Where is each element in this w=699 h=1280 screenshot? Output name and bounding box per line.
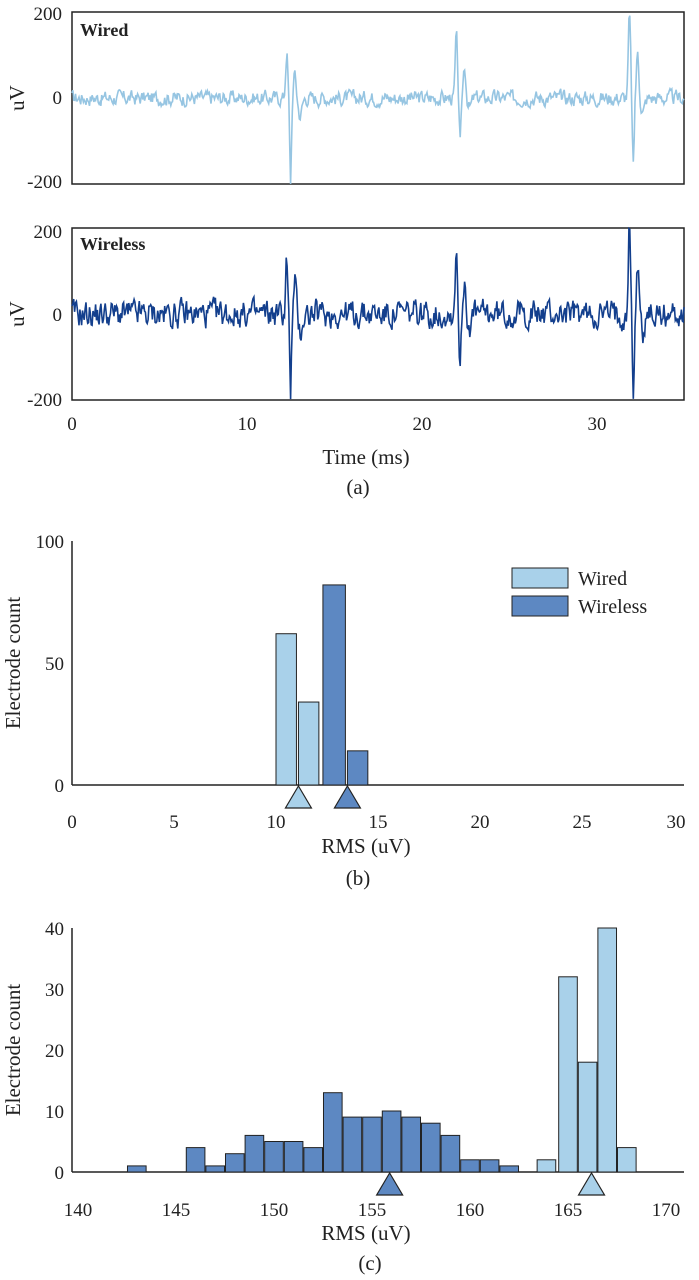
ytick-label: 0 — [53, 305, 63, 326]
bar-wireless — [362, 1116, 382, 1173]
bar-wired — [275, 633, 297, 786]
y-axis-label-b: Electrode count — [1, 597, 25, 730]
legend-swatch-wireless — [511, 595, 569, 617]
xtick-label: 160 — [456, 1200, 485, 1221]
bar-wireless — [205, 1165, 226, 1173]
xtick-label: 30 — [667, 812, 686, 833]
xtick-label: 145 — [162, 1200, 191, 1221]
ytick-label: -200 — [27, 390, 62, 411]
caption-c: (c) — [358, 1251, 381, 1275]
axes-box-wired — [71, 11, 685, 185]
xtick-label: 30 — [588, 414, 607, 435]
bar-wireless — [322, 1092, 343, 1173]
legend-b: Wired Wireless — [511, 567, 647, 618]
panel-a-wired: Wired 200 0 -200 uV — [5, 4, 685, 193]
bar-wireless — [342, 1116, 363, 1173]
xtick-label: 20 — [471, 812, 490, 833]
ytick-label: 100 — [36, 532, 65, 553]
bar-wireless — [283, 1141, 304, 1173]
ytick-label: 20 — [45, 1041, 64, 1062]
xticks-b: 0 5 10 15 20 25 30 — [67, 812, 685, 833]
y-axis-label-c: Electrode count — [1, 984, 25, 1117]
ytick-label: -200 — [27, 172, 62, 193]
y-axis-label-wireless: uV — [5, 301, 29, 327]
bars-b — [275, 584, 369, 809]
bar-wired — [297, 701, 320, 786]
bar-wired — [536, 1159, 557, 1173]
panel-b: 0 5 10 15 20 25 30 100 50 0 Electrode co… — [1, 532, 686, 890]
median-marker-wired — [577, 1171, 606, 1196]
trace-wired — [71, 15, 685, 185]
ytick-label: 0 — [55, 1163, 65, 1184]
legend-swatch-wired — [511, 567, 569, 589]
ytick-label: 0 — [53, 88, 63, 109]
ytick-label: 10 — [45, 1102, 64, 1123]
x-axis-label-time: Time (ms) — [322, 445, 409, 469]
bar-wireless — [224, 1153, 245, 1173]
xtick-label: 15 — [369, 812, 388, 833]
bar-wireless — [264, 1141, 284, 1173]
legend-label-wired: Wired — [578, 568, 627, 590]
panel-a-wireless: Wireless 200 0 -200 uV 0 10 20 30 Time (… — [5, 222, 685, 499]
bar-wireless — [381, 1110, 402, 1173]
bars-c — [126, 927, 637, 1196]
xtick-label: 150 — [260, 1200, 289, 1221]
xtick-label: 165 — [554, 1200, 583, 1221]
bar-wireless — [346, 750, 369, 786]
xtick-label: 140 — [64, 1200, 93, 1221]
x-axis-label-b: RMS (uV) — [321, 834, 410, 858]
y-axis-label-wired: uV — [5, 85, 29, 111]
panel-c: 140 145 150 155 160 165 170 40 30 20 10 … — [1, 919, 684, 1275]
xtick-label: 10 — [267, 812, 286, 833]
xtick-label: 10 — [238, 414, 257, 435]
legend-label-wireless: Wireless — [578, 596, 647, 618]
median-marker-wired — [284, 784, 313, 809]
ytick-label: 0 — [55, 776, 65, 797]
xtick-label: 20 — [413, 414, 432, 435]
panel-title-wired: Wired — [80, 20, 128, 40]
x-axis-label-c: RMS (uV) — [321, 1221, 410, 1245]
bar-wired — [577, 1061, 598, 1173]
panel-title-wireless: Wireless — [80, 234, 145, 254]
median-marker-wireless — [375, 1171, 404, 1196]
median-marker-wireless — [333, 784, 362, 809]
ytick-label: 40 — [45, 919, 64, 940]
bar-wireless — [322, 584, 346, 786]
bar-wireless — [479, 1159, 500, 1173]
bar-wireless — [244, 1134, 265, 1173]
ytick-label: 200 — [34, 222, 63, 243]
bar-wireless — [460, 1159, 480, 1173]
bar-wireless — [126, 1165, 147, 1173]
ytick-label: 50 — [45, 654, 64, 675]
ytick-label: 30 — [45, 980, 64, 1001]
ytick-label: 200 — [34, 4, 63, 25]
xtick-label: 170 — [652, 1200, 681, 1221]
bar-wireless — [420, 1122, 441, 1173]
bar-wireless — [440, 1134, 461, 1173]
trace-wireless — [71, 226, 685, 400]
bar-wireless — [303, 1147, 324, 1173]
bar-wired — [597, 927, 618, 1173]
bar-wireless — [499, 1165, 520, 1173]
caption-a: (a) — [346, 475, 369, 499]
xtick-label: 5 — [169, 812, 179, 833]
bar-wireless — [185, 1147, 206, 1173]
bar-wired — [558, 976, 578, 1173]
bar-wired — [616, 1147, 637, 1173]
bar-wireless — [401, 1116, 422, 1173]
xtick-label: 155 — [358, 1200, 387, 1221]
caption-b: (b) — [346, 866, 371, 890]
xtick-label: 25 — [573, 812, 592, 833]
xtick-label: 0 — [67, 812, 77, 833]
xtick-label: 0 — [67, 414, 77, 435]
